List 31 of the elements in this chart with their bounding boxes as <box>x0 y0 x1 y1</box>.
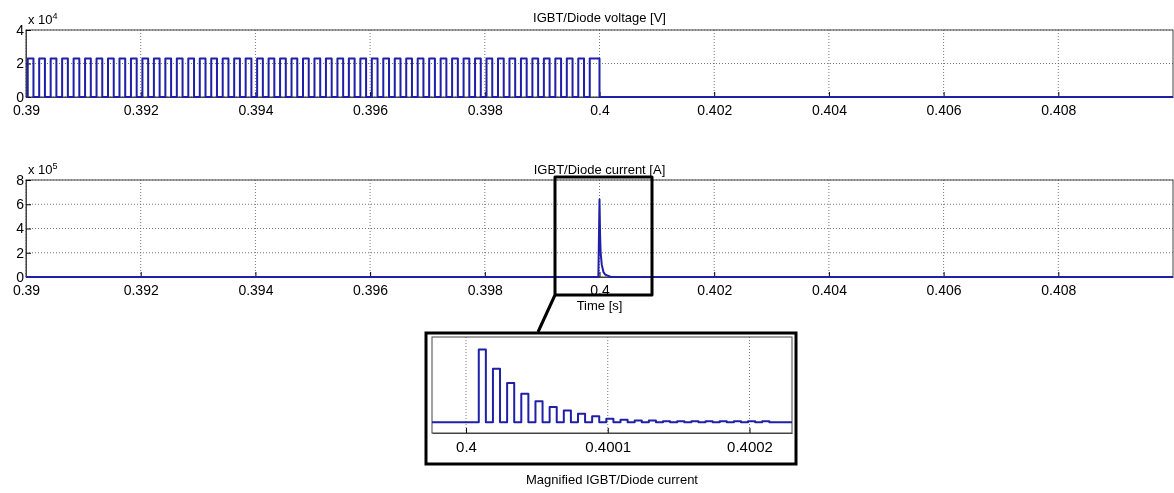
y-tick-label: 8 <box>16 171 25 188</box>
y-tick-label: 2 <box>16 244 25 261</box>
x-tick-label: 0.398 <box>467 101 504 118</box>
x-tick-label: 0.398 <box>467 281 504 298</box>
x-tick-label: 0.404 <box>811 281 848 298</box>
y-tick-label: 4 <box>16 220 25 237</box>
x-tick-label: 0.406 <box>926 101 962 118</box>
x-tick-label: 0.408 <box>1041 101 1077 118</box>
text: Magnified IGBT/Diode current <box>526 472 699 487</box>
y-tick-label: 6 <box>16 196 25 213</box>
x-tick-label: 0.394 <box>238 281 274 298</box>
x-tick-label: 0.402 <box>697 101 733 118</box>
text: x 10$^{5}$ <box>28 161 58 177</box>
x-tick-label: 0.396 <box>353 281 389 298</box>
text: x 10$^{4}$ <box>28 11 58 27</box>
x-tick-label: 0.404 <box>811 101 848 118</box>
x-tick-label: 0.4 <box>456 437 477 455</box>
y-tick-label: 4 <box>16 21 25 38</box>
x-tick-label: 0.408 <box>1041 281 1077 298</box>
x-tick-label: 0.406 <box>926 281 962 298</box>
x-tick-label: 0.402 <box>697 281 733 298</box>
x-tick-label: 0.392 <box>123 101 159 118</box>
x-tick-label: 0.396 <box>353 101 389 118</box>
x-tick-label: 0.394 <box>238 101 274 118</box>
x-tick-label: 0.392 <box>123 281 159 298</box>
x-tick-label: 0.4001 <box>585 437 632 455</box>
x-tick-label: 0.4002 <box>727 437 773 455</box>
x-axis-title: Time [s] <box>576 298 623 313</box>
y-tick-label: 2 <box>16 55 25 72</box>
chart-title: IGBT/Diode voltage [V] <box>533 10 666 25</box>
x-tick-label: 0.4 <box>590 101 610 118</box>
